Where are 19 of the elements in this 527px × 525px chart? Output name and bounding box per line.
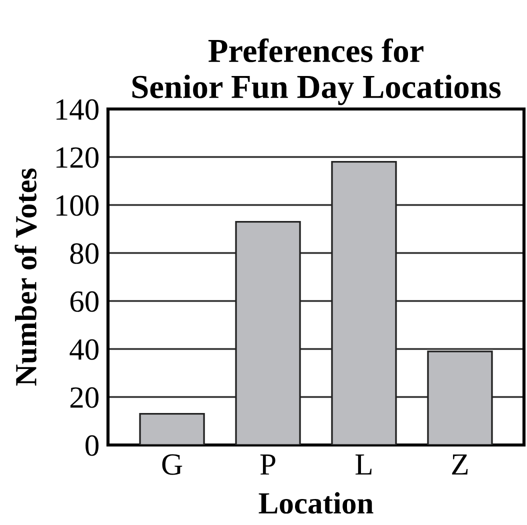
x-tick-label: Z [452, 454, 468, 475]
y-tick-label: 80 [70, 243, 98, 264]
y-tick-label: 60 [70, 291, 98, 312]
x-tick-label: L [356, 454, 372, 475]
y-axis-title: Number of Votes [14, 168, 37, 386]
y-tick-label: 40 [70, 339, 98, 360]
chart-title: Preferences for Senior Fun Day Locations [132, 38, 501, 106]
x-tick-label: P [260, 454, 276, 475]
y-tick-label: 0 [86, 435, 98, 456]
x-tick-label: G [162, 454, 182, 475]
y-tick-label: 20 [70, 387, 98, 408]
bar [427, 350, 493, 445]
y-tick-label: 120 [56, 147, 98, 168]
y-tick-label: 100 [56, 195, 98, 216]
bar [235, 220, 301, 445]
y-tick-label: 140 [56, 99, 98, 120]
x-axis-title: Location [258, 492, 374, 514]
bar [139, 412, 205, 445]
bar [331, 160, 397, 445]
